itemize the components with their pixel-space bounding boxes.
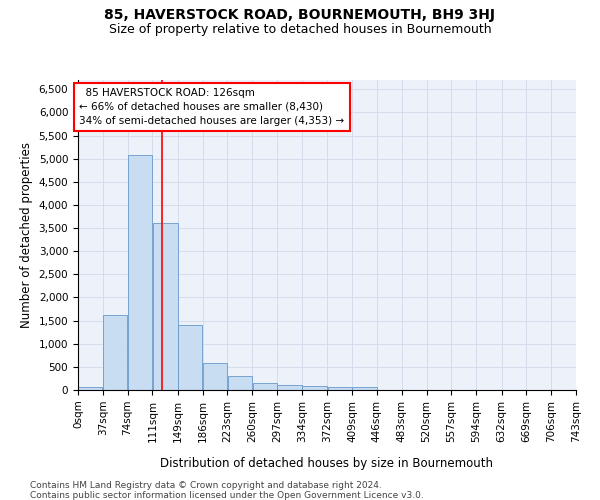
Bar — [302, 386, 327, 390]
Bar — [203, 363, 227, 390]
Bar — [277, 385, 302, 390]
Text: Size of property relative to detached houses in Bournemouth: Size of property relative to detached ho… — [109, 22, 491, 36]
Text: 85 HAVERSTOCK ROAD: 126sqm
← 66% of detached houses are smaller (8,430)
34% of s: 85 HAVERSTOCK ROAD: 126sqm ← 66% of deta… — [79, 88, 344, 126]
Bar — [153, 224, 178, 390]
Bar — [103, 314, 127, 390]
Text: Contains HM Land Registry data © Crown copyright and database right 2024.: Contains HM Land Registry data © Crown c… — [30, 481, 382, 490]
Bar — [79, 386, 103, 390]
Text: Contains public sector information licensed under the Open Government Licence v3: Contains public sector information licen… — [30, 491, 424, 500]
Text: Distribution of detached houses by size in Bournemouth: Distribution of detached houses by size … — [161, 458, 493, 470]
Bar — [228, 376, 252, 390]
Bar — [328, 387, 352, 390]
Y-axis label: Number of detached properties: Number of detached properties — [20, 142, 33, 328]
Bar — [128, 155, 152, 390]
Bar — [178, 325, 202, 390]
Text: 85, HAVERSTOCK ROAD, BOURNEMOUTH, BH9 3HJ: 85, HAVERSTOCK ROAD, BOURNEMOUTH, BH9 3H… — [104, 8, 496, 22]
Bar — [352, 388, 377, 390]
Bar — [253, 383, 277, 390]
